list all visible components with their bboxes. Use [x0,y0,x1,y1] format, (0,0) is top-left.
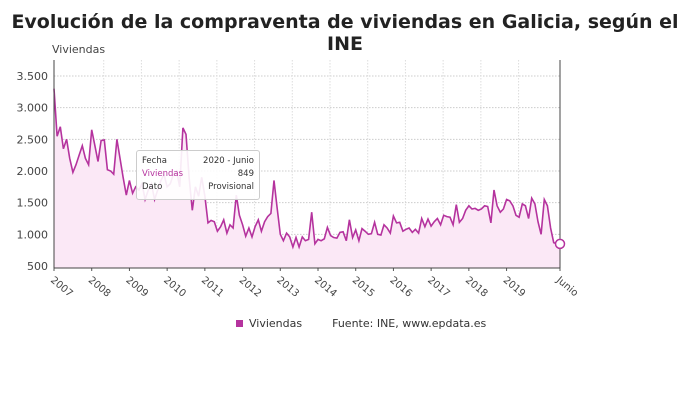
area-fill [54,88,560,268]
tooltip-viviendas-label: Viviendas [142,169,184,179]
tooltip: Fecha 2020 - Junio Viviendas 849 Dato Provi… [136,150,260,200]
x-tick-label: 2011 [199,275,226,300]
y-tick-label: 500 [27,260,48,273]
x-tick-label: 2008 [86,275,113,300]
legend-label[interactable]: Viviendas [249,317,303,330]
x-tick-label: 2012 [237,275,264,300]
x-tick-label: 2010 [161,275,188,300]
source-text: Fuente: INE, www.epdata.es [332,317,487,330]
x-tick-label: 2013 [274,275,301,300]
tooltip-fecha: 2020 - Junio [203,156,254,166]
x-tick-label: 2019 [501,275,528,300]
y-tick-label: 1.000 [17,228,49,241]
y-tick-label: 2.500 [17,133,49,146]
x-tick-label: 2018 [463,275,490,300]
y-axis-label: Viviendas [52,43,105,56]
x-tick-label: 2017 [425,275,452,300]
tooltip-fecha-label: Fecha [142,156,167,166]
tooltip-dato-label: Dato [142,182,163,192]
chart-title: Evolución de la compraventa de viviendas… [11,11,679,55]
tooltip-viviendas: 849 [237,169,254,179]
x-tick-label: Junio [553,274,580,299]
x-tick-label: 2014 [312,275,339,300]
x-tick-label: 2007 [48,275,75,300]
x-tick-label: 2016 [388,275,415,300]
x-tick-label: 2015 [350,275,377,300]
y-tick-label: 3.500 [17,70,49,83]
tooltip-dato: Provisional [208,182,254,192]
y-tick-label: 2.000 [17,165,49,178]
highlight-point [554,238,566,250]
y-tick-label: 1.500 [17,197,49,210]
legend-swatch [236,320,243,327]
legend: Viviendas Fuente: INE, www.epdata.es [236,317,486,330]
x-tick-label: 2009 [124,275,151,300]
y-tick-label: 3.000 [17,102,49,115]
